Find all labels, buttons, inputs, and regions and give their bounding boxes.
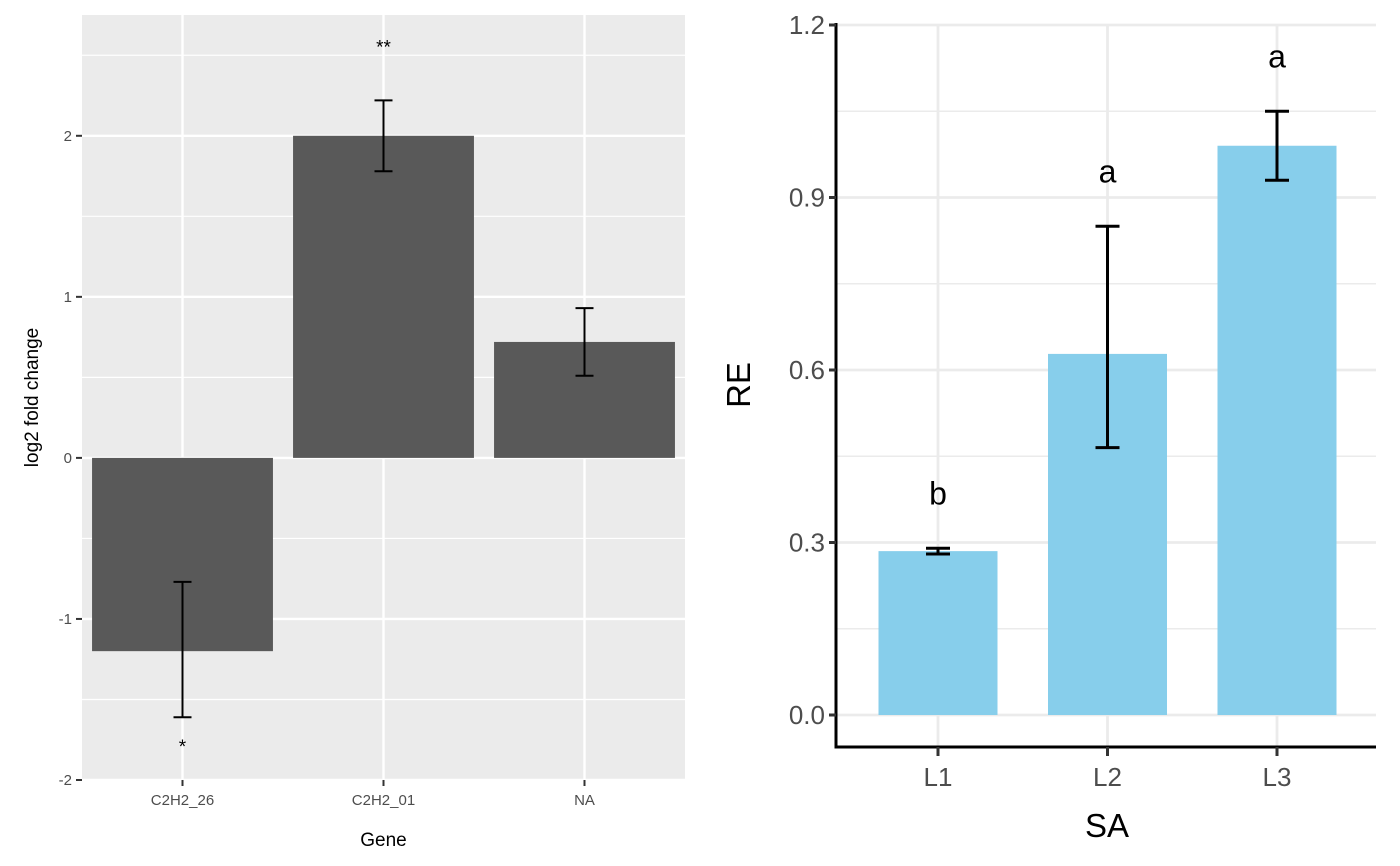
- right-error-bar: [1095, 224, 1120, 450]
- right-x-axis: L1 L2 L3: [924, 747, 1292, 792]
- right-axis-lines: [834, 23, 1376, 749]
- left-significance-label: **: [376, 37, 391, 58]
- left-error-bar: [374, 99, 393, 173]
- left-x-axis-title: Gene: [360, 830, 406, 851]
- left-y-axis: -2 -1 0 1 2: [59, 128, 82, 789]
- left-y-tick-label: 1: [64, 289, 72, 306]
- left-x-axis: C2H2_26 C2H2_01 NA: [151, 780, 595, 809]
- left-x-tick-label: NA: [574, 792, 595, 809]
- right-y-tick-label: 0.3: [789, 528, 825, 558]
- left-y-tick-label: 0: [64, 450, 72, 467]
- left-error-bar: [575, 307, 594, 377]
- left-significance-label: *: [179, 737, 187, 758]
- right-error-bar: [1265, 109, 1289, 182]
- left-error-bar: [173, 580, 192, 719]
- right-bar-l3: [1217, 145, 1337, 715]
- right-error-bars: [926, 109, 1289, 556]
- left-error-bars: [173, 99, 594, 719]
- right-group-letter: a: [1268, 38, 1286, 74]
- right-x-tick-label: L3: [1263, 762, 1292, 792]
- right-x-tick-label: L2: [1093, 762, 1122, 792]
- right-y-tick-label: 0.0: [789, 700, 825, 730]
- left-bars: [92, 135, 675, 652]
- right-x-tick-label: L1: [924, 762, 953, 792]
- right-y-tick-label: 0.9: [789, 183, 825, 213]
- left-bar-c2h2_01: [293, 135, 474, 458]
- right-bar-chart: b a a 0.0 0.3 0.6 0.9 1.2 L1 L2 L3 SA RE: [720, 10, 1376, 844]
- left-x-tick-label: C2H2_01: [352, 792, 415, 809]
- right-y-axis: 0.0 0.3 0.6 0.9 1.2: [789, 10, 836, 730]
- right-group-letter: b: [929, 475, 947, 511]
- right-error-bar: [926, 546, 950, 556]
- right-bar-l1: [878, 551, 998, 715]
- left-y-tick-label: -1: [59, 611, 72, 628]
- left-annotations: ***: [179, 37, 392, 758]
- left-y-tick-label: 2: [64, 128, 72, 145]
- right-y-tick-label: 1.2: [789, 10, 825, 40]
- right-y-axis-title: RE: [720, 362, 757, 408]
- right-y-tick-label: 0.6: [789, 355, 825, 385]
- right-annotations: b a a: [929, 38, 1286, 511]
- left-y-tick-label: -2: [59, 772, 72, 789]
- right-group-letter: a: [1099, 153, 1117, 189]
- left-y-axis-title: log2 fold change: [22, 328, 43, 467]
- left-x-tick-label: C2H2_26: [151, 792, 214, 809]
- right-x-axis-title: SA: [1085, 807, 1129, 844]
